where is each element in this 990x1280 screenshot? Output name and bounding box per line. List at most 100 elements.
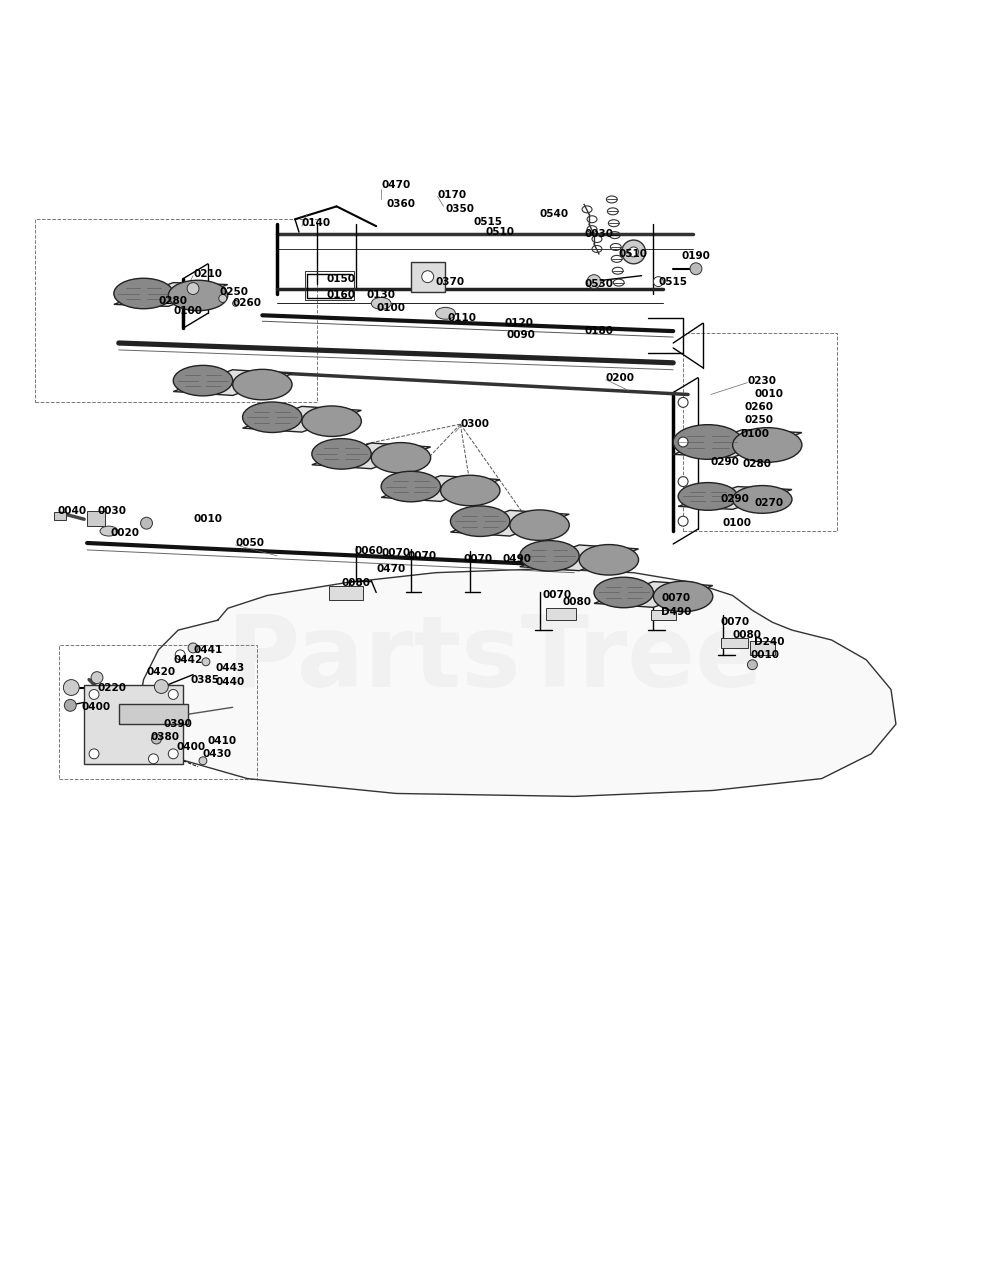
Text: 0010: 0010 — [754, 389, 783, 399]
Circle shape — [678, 476, 688, 486]
Circle shape — [690, 262, 702, 275]
Polygon shape — [520, 545, 639, 571]
Circle shape — [63, 680, 79, 695]
Circle shape — [678, 436, 688, 447]
Text: 0470: 0470 — [376, 563, 406, 573]
Text: 0230: 0230 — [747, 375, 776, 385]
Text: 0170: 0170 — [438, 189, 466, 200]
Circle shape — [175, 650, 185, 659]
Text: 0030: 0030 — [584, 229, 613, 239]
Ellipse shape — [371, 297, 391, 310]
Text: 0360: 0360 — [386, 200, 415, 210]
Text: 0270: 0270 — [754, 498, 783, 508]
Circle shape — [89, 749, 99, 759]
Text: 0100: 0100 — [173, 306, 202, 316]
Circle shape — [629, 247, 639, 257]
Text: 0530: 0530 — [584, 279, 613, 288]
Bar — [683, 333, 837, 531]
Text: 0430: 0430 — [203, 749, 232, 759]
Text: 0100: 0100 — [376, 303, 405, 314]
Ellipse shape — [233, 370, 292, 399]
Text: 0350: 0350 — [446, 205, 474, 214]
Bar — [59, 645, 257, 778]
Text: 0100: 0100 — [741, 429, 769, 439]
Circle shape — [678, 398, 688, 407]
Ellipse shape — [594, 577, 653, 608]
Text: 0510: 0510 — [485, 227, 514, 237]
Text: 0400: 0400 — [176, 742, 205, 751]
Polygon shape — [139, 568, 896, 796]
Text: 0120: 0120 — [505, 319, 534, 328]
Text: 0280: 0280 — [158, 297, 187, 306]
Bar — [750, 641, 775, 655]
Text: 0441: 0441 — [193, 645, 223, 655]
Text: 0040: 0040 — [57, 507, 86, 516]
Text: 0070: 0070 — [543, 590, 571, 600]
Polygon shape — [173, 370, 292, 396]
Ellipse shape — [371, 443, 431, 474]
Bar — [651, 611, 676, 621]
Text: 0070: 0070 — [463, 554, 492, 563]
Text: 0442: 0442 — [173, 655, 203, 664]
Circle shape — [154, 680, 168, 694]
Text: 0220: 0220 — [97, 682, 126, 692]
Text: 0540: 0540 — [540, 210, 568, 219]
Ellipse shape — [302, 406, 361, 436]
Text: 0190: 0190 — [681, 251, 710, 261]
Circle shape — [151, 733, 161, 744]
Text: 0060: 0060 — [354, 545, 383, 556]
Ellipse shape — [678, 483, 738, 511]
Ellipse shape — [510, 509, 569, 540]
Text: 0515: 0515 — [658, 276, 687, 287]
Text: 0470: 0470 — [381, 179, 411, 189]
Ellipse shape — [733, 485, 792, 513]
Circle shape — [91, 672, 103, 684]
Text: 0410: 0410 — [208, 736, 237, 746]
Bar — [35, 219, 317, 402]
Bar — [411, 262, 446, 292]
Ellipse shape — [168, 280, 228, 311]
Polygon shape — [381, 476, 500, 502]
Text: 0250: 0250 — [744, 415, 773, 425]
Bar — [87, 511, 105, 526]
Text: 0443: 0443 — [216, 663, 246, 673]
Bar — [84, 685, 183, 764]
Text: 0050: 0050 — [236, 538, 264, 548]
Text: 0010: 0010 — [193, 515, 222, 525]
Text: 0290: 0290 — [711, 457, 740, 467]
Text: 0100: 0100 — [723, 518, 751, 529]
Text: 0385: 0385 — [190, 675, 219, 685]
Text: 0260: 0260 — [233, 298, 261, 308]
Text: 0490: 0490 — [503, 554, 532, 563]
Text: 0020: 0020 — [111, 529, 140, 538]
Ellipse shape — [579, 544, 639, 575]
Circle shape — [89, 690, 99, 699]
Text: 0210: 0210 — [193, 269, 222, 279]
Circle shape — [188, 643, 198, 653]
Bar — [546, 608, 576, 621]
Text: 0090: 0090 — [507, 330, 536, 340]
Polygon shape — [678, 486, 792, 509]
Ellipse shape — [733, 428, 802, 462]
Polygon shape — [450, 511, 569, 536]
Circle shape — [168, 690, 178, 699]
Ellipse shape — [100, 526, 118, 536]
Text: 0370: 0370 — [436, 276, 464, 287]
Text: 0070: 0070 — [721, 617, 749, 627]
Text: D240: D240 — [754, 637, 785, 646]
Ellipse shape — [114, 278, 173, 308]
Ellipse shape — [243, 402, 302, 433]
Text: 0130: 0130 — [366, 291, 395, 301]
Text: 0140: 0140 — [302, 218, 331, 228]
Text: 0380: 0380 — [150, 732, 179, 742]
Circle shape — [187, 283, 199, 294]
Text: 0515: 0515 — [473, 218, 502, 228]
Text: 0440: 0440 — [216, 677, 246, 686]
Circle shape — [141, 517, 152, 529]
Bar — [329, 585, 363, 600]
Text: 0290: 0290 — [721, 494, 749, 504]
Text: D490: D490 — [661, 607, 692, 617]
Bar — [119, 704, 188, 724]
Circle shape — [747, 659, 757, 669]
Circle shape — [587, 275, 601, 288]
